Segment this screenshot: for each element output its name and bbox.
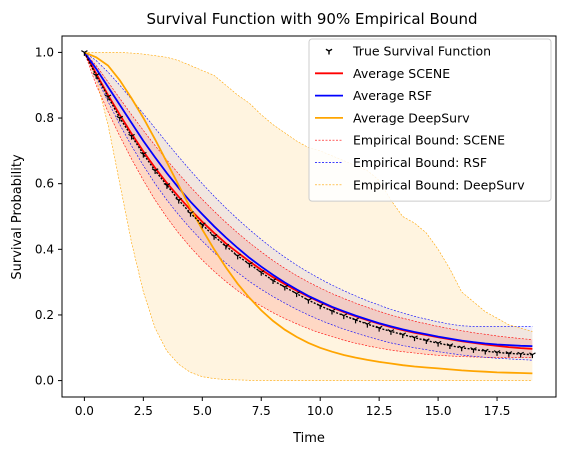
true-survival-point: [116, 115, 124, 122]
chart-title: Survival Function with 90% Empirical Bou…: [146, 10, 477, 28]
average-rsf-line: [83, 51, 533, 347]
empirical-bound-deepsurv-lower-line: [84, 52, 533, 381]
legend-label: Empirical Bound: SCENE: [353, 133, 505, 148]
empirical-bound-deepsurv-band: [84, 52, 533, 381]
x-tick-label: 15.0: [425, 404, 452, 418]
y-tick-label: 0.8: [35, 111, 54, 125]
true-survival-point: [151, 168, 159, 175]
true-survival-point: [293, 291, 300, 298]
x-tick-label: 2.5: [134, 404, 153, 418]
x-axis-label: Time: [292, 431, 325, 446]
true-survival-point: [375, 325, 383, 332]
empirical-bound-rsf-band: [84, 52, 533, 361]
true-survival-point: [493, 350, 501, 356]
true-survival-point: [422, 338, 430, 345]
empirical-bound-rsf-lower-line: [84, 52, 533, 361]
legend-label: Average DeepSurv: [353, 110, 470, 125]
true-survival-point: [198, 222, 206, 229]
true-survival-point: [163, 183, 171, 189]
true-survival-point: [210, 233, 218, 240]
true-survival-point: [340, 313, 348, 320]
legend-item-true-survival-function: True Survival Function: [325, 44, 491, 59]
y-tick-label: 0.4: [35, 242, 54, 256]
legend-label: Empirical Bound: RSF: [353, 155, 487, 170]
true-survival-point: [222, 243, 230, 250]
true-survival-point: [529, 352, 536, 359]
empirical-bound-deepsurv-upper-line: [84, 52, 533, 332]
legend-item-average-scene: Average SCENE: [315, 66, 450, 81]
true-survival-point: [187, 210, 194, 217]
empirical-bound-scene-upper-line: [84, 52, 533, 340]
true-survival-point: [305, 297, 312, 304]
true-survival-point: [246, 261, 253, 268]
true-survival-point: [481, 348, 489, 355]
x-tick-label: 17.5: [484, 404, 511, 418]
true-survival-point: [517, 351, 524, 358]
true-survival-point: [92, 73, 100, 79]
axis-ticks: 0.0 2.5 5.0 7.5 10.0 12.5 15.0 17.5 0.0 0.2 0.4 0.6…: [35, 45, 511, 418]
x-tick-label: 5.0: [193, 404, 212, 418]
legend-label: Average RSF: [353, 88, 432, 103]
legend-swatch: [325, 48, 333, 55]
legend-item-empirical-bound-scene: Empirical Bound: SCENE: [315, 133, 505, 148]
true-survival-point: [128, 133, 135, 140]
legend-label: Average SCENE: [353, 66, 450, 81]
true-survival-point: [446, 343, 454, 349]
true-survival-point: [316, 303, 324, 310]
y-axis-label: Survival Probability: [10, 154, 25, 280]
true-survival-point: [411, 335, 418, 342]
legend-item-empirical-bound-deepsurv: Empirical Bound: DeepSurv: [315, 177, 525, 192]
true-survival-point: [140, 151, 147, 158]
true-survival-point: [458, 345, 466, 352]
true-survival-point: [81, 50, 88, 56]
y-tick-label: 0.0: [35, 374, 54, 388]
x-tick-label: 10.0: [307, 404, 334, 418]
legend-item-average-rsf: Average RSF: [315, 88, 432, 103]
true-survival-point: [269, 278, 277, 284]
average-deepsurv-line: [84, 51, 533, 375]
x-tick-label: 7.5: [252, 404, 271, 418]
true-survival-point: [352, 317, 359, 324]
true-survival-point: [387, 329, 395, 335]
true-survival-point: [399, 332, 407, 339]
legend-item-average-deepsurv: Average DeepSurv: [315, 110, 470, 125]
true-survival-point: [364, 321, 371, 328]
true-survival-function-markers: [81, 50, 536, 359]
true-survival-point: [505, 351, 513, 357]
true-survival-point: [434, 340, 442, 347]
y-tick-label: 0.2: [35, 308, 54, 322]
true-survival-point: [281, 284, 289, 291]
x-tick-label: 12.5: [366, 404, 393, 418]
plot-frame: [61, 35, 557, 398]
empirical-bound-scene-lower-line: [84, 52, 533, 358]
legend: True Survival Function Average SCENE Avera…: [308, 38, 552, 202]
true-survival-point: [328, 308, 336, 315]
empirical-bound-rsf-upper-line: [84, 52, 533, 327]
true-survival-point: [175, 197, 183, 204]
plot-area: [81, 50, 536, 381]
legend-box: [308, 38, 552, 202]
legend-item-empirical-bound-rsf: Empirical Bound: RSF: [315, 155, 487, 170]
true-survival-point: [470, 347, 477, 353]
x-tick-label: 0.0: [75, 404, 94, 418]
legend-label: Empirical Bound: DeepSurv: [353, 177, 525, 192]
true-survival-point: [234, 253, 242, 260]
true-survival-point: [257, 270, 265, 276]
true-survival-point: [104, 94, 112, 101]
y-tick-label: 1.0: [35, 45, 54, 59]
y-tick-label: 0.6: [35, 177, 54, 191]
legend-label: True Survival Function: [352, 44, 491, 59]
